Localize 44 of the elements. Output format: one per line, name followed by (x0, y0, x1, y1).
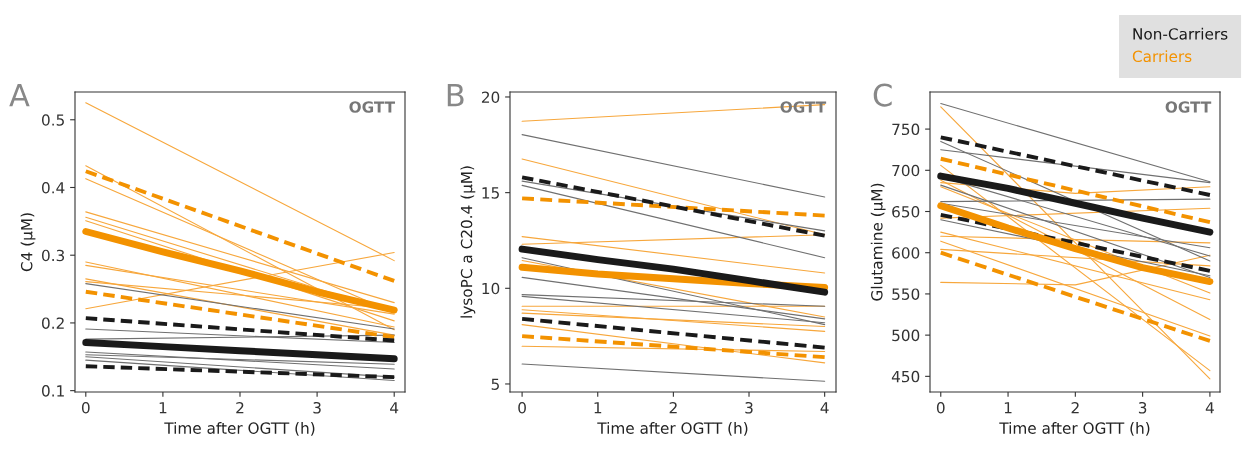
chart-title: A (9, 83, 30, 107)
y-tick-label: 0.4 (41, 181, 65, 194)
x-tick-label: 1 (159, 402, 167, 414)
x-tick-label: 2 (236, 401, 244, 414)
x-tick-label: 3 (1138, 401, 1147, 414)
y-tick-label: 600 (892, 247, 920, 259)
x-tick-label: 1 (594, 402, 602, 414)
y-tick-label: 500 (892, 329, 920, 342)
y-tick-label: 700 (892, 164, 920, 177)
x-tick-label: 3 (313, 401, 321, 414)
x-tick-label: 3 (745, 401, 753, 414)
x-tick-label: 2 (669, 401, 677, 414)
x-tick-label: 1 (1004, 402, 1012, 414)
y-tick-label: 10 (482, 282, 500, 295)
text: Non-Carriers (1133, 27, 1228, 40)
y-tick-label: 0.1 (41, 385, 64, 397)
x-tick-label: 4 (820, 402, 829, 414)
x-tick-label: 0 (81, 401, 90, 414)
x-axis-title: Time after OGTT (h) (999, 422, 1150, 436)
y-axis-title: C4 (µM) (20, 213, 36, 272)
y-tick-label: 450 (891, 370, 920, 383)
x-tick-label: 0 (518, 401, 526, 414)
x-tick-label: 0 (936, 401, 945, 414)
chart-title: B (447, 83, 464, 107)
y-tick-label: 0.5 (41, 114, 64, 126)
chart-title: C (873, 83, 892, 107)
x-axis-title: Time after OGTT (h) (164, 422, 315, 436)
annotation: OGTT (1165, 101, 1212, 113)
y-tick-label: 750 (892, 123, 920, 136)
y-tick-label: 550 (892, 288, 920, 300)
y-tick-label: 15 (482, 187, 499, 199)
annotation: OGTT (349, 101, 396, 113)
x-tick-label: 4 (390, 402, 399, 414)
x-tick-label: 4 (1205, 402, 1214, 414)
y-tick-label: 650 (892, 205, 920, 218)
y-tick-label: 5 (491, 378, 499, 390)
y-tick-label: 20 (481, 91, 500, 103)
y-axis-title: Glutamine (µM) (870, 183, 886, 301)
x-tick-label: 2 (1071, 401, 1079, 414)
y-tick-label: 0.2 (41, 317, 64, 329)
text: Carriers (1132, 50, 1192, 63)
y-axis-title: lysoPC a C20.4 (µM) (460, 166, 476, 318)
x-axis-title: Time after OGTT (h) (597, 422, 748, 436)
y-tick-label: 0.3 (41, 249, 65, 262)
